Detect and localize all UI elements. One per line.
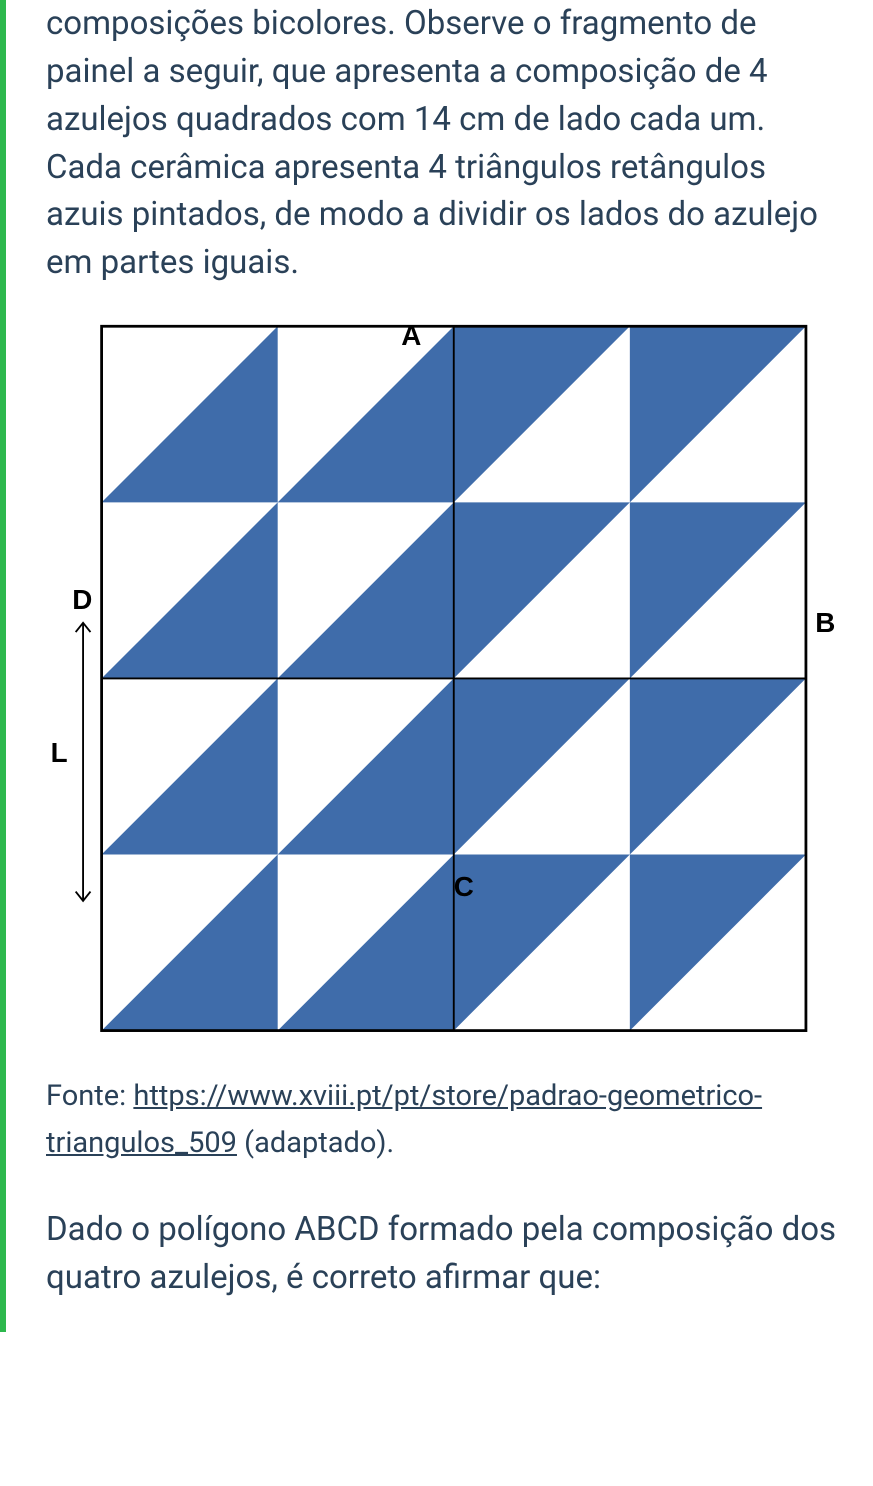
intro-paragraph: composições bicolores. Observe o fragmen… [46,0,843,287]
source-suffix: (adaptado). [237,1126,394,1160]
page-container: composições bicolores. Observe o fragmen… [0,0,873,1332]
label-L: L [51,737,68,768]
dimension-line-l [76,623,91,901]
source-prefix: Fonte: [46,1079,133,1113]
source-citation: Fonte: https://www.xviii.pt/pt/store/pad… [46,1073,843,1166]
label-C: C [454,871,474,902]
source-link[interactable]: https://www.xviii.pt/pt/store/padrao-geo… [46,1079,762,1159]
label-B: B [815,607,835,638]
label-D: D [72,584,92,615]
tile-diagram: A B C D L [46,317,843,1049]
question-paragraph: Dado o polígono ABCD formado pela compos… [46,1206,843,1302]
label-A: A [401,320,421,351]
figure-container: A B C D L [46,317,843,1049]
